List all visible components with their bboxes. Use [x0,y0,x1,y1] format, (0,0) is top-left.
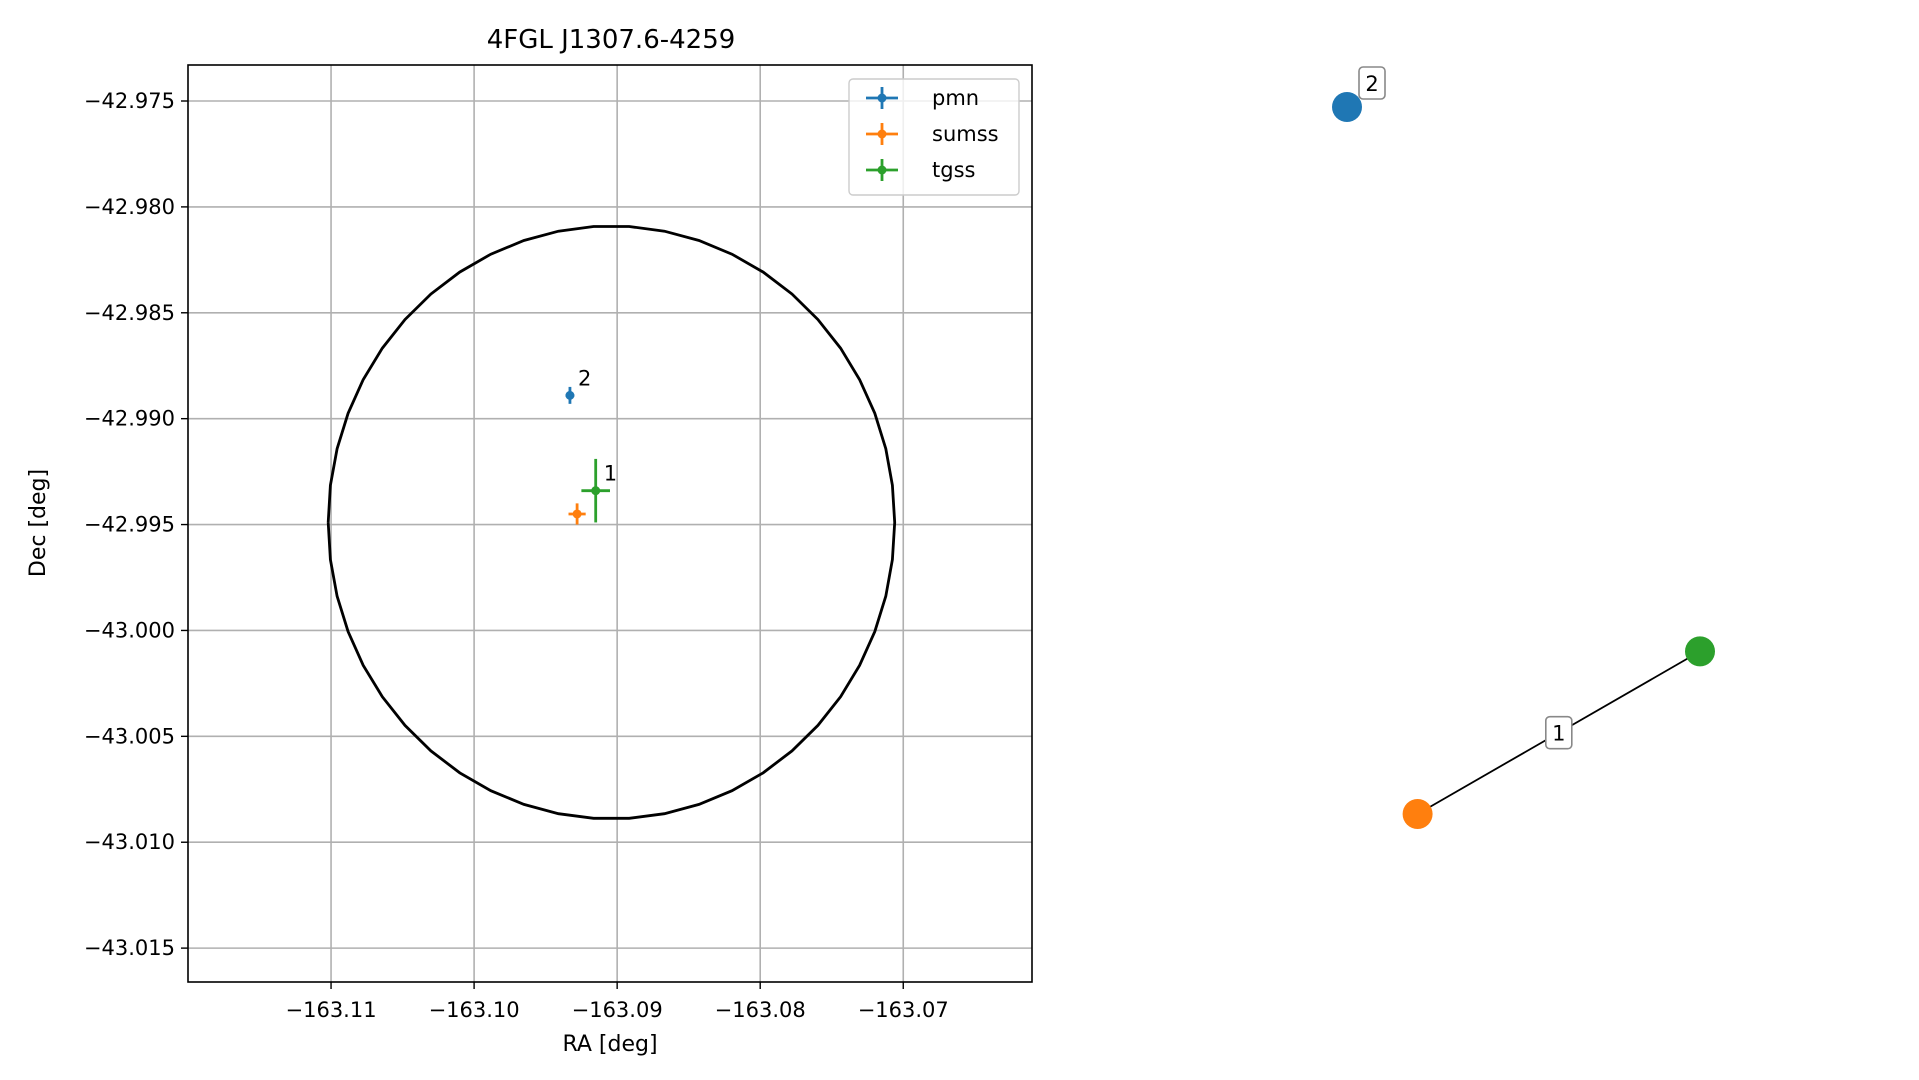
network-panel: 12 [1332,66,1715,829]
legend-box [848,78,1020,196]
legend-marker-dot [877,165,887,175]
x-tick-label: −163.11 [286,998,377,1022]
graph-node-pmn [1332,92,1362,122]
uncertainty-ellipse-layer [326,225,897,820]
uncertainty-ellipse [326,225,897,820]
legend-label: sumss [932,122,999,146]
y-tick-label: −43.010 [84,830,175,854]
graph-node-sumss [1402,799,1433,829]
chart-title: 4FGL J1307.6-4259 [487,25,736,55]
y-axis-label: Dec [deg] [26,469,51,577]
point-annotation: 2 [578,366,591,390]
legend-marker-dot [877,93,887,103]
plot-frame [187,64,1033,983]
point-marker [572,509,582,519]
y-tick-label: −42.995 [84,513,175,537]
data-point-tgss: 1 [581,458,617,523]
node-label: 2 [1358,66,1386,100]
x-tick-label: −163.07 [858,998,949,1022]
point-marker [565,390,575,400]
y-tick-label: −42.975 [84,89,175,113]
legend-label: pmn [932,86,979,110]
edge-label-box [1545,715,1573,750]
edge-label-text: 1 [1552,722,1565,746]
scatter-panel: 4FGL J1307.6-4259 −163.11 −163.10 −163.09−… [26,25,1033,1057]
edge-label: 1 [1545,715,1573,750]
y-tick-label: −42.990 [84,407,175,431]
x-axis-label: RA [deg] [562,1032,657,1057]
y-tick-label: −43.005 [84,724,175,748]
legend-entry-pmn: pmn [866,86,979,110]
graph-nodes [1332,92,1715,829]
y-tick-label: −43.015 [84,936,175,960]
legend: pmn sumss tgss [848,78,1020,196]
node-label-box [1358,66,1386,100]
y-tick-label: −43.000 [84,618,175,642]
y-axis: −42.975 −42.980 −42.985 −42.990 −42.995 −43.0… [84,89,188,960]
point-marker [591,486,601,496]
point-annotation: 1 [604,462,617,486]
x-axis: −163.11 −163.10 −163.09 −163.08 −163.07 [286,982,949,1022]
legend-entry-sumss: sumss [866,122,999,146]
x-tick-label: −163.10 [429,998,520,1022]
legend-marker-dot [877,129,887,139]
grid [188,65,1032,982]
legend-label: tgss [932,158,975,182]
y-tick-label: −42.980 [84,195,175,219]
data-point-pmn: 2 [565,366,591,404]
x-tick-label: −163.09 [572,998,663,1022]
graph-node-tgss [1685,636,1715,667]
x-tick-label: −163.08 [715,998,806,1022]
data-points-layer: 21 [565,366,617,525]
data-point-sumss [568,503,586,525]
y-tick-label: −42.985 [84,301,175,325]
legend-entry-tgss: tgss [866,158,975,182]
graph-labels: 12 [1358,66,1573,750]
node-label-text: 2 [1365,72,1378,96]
